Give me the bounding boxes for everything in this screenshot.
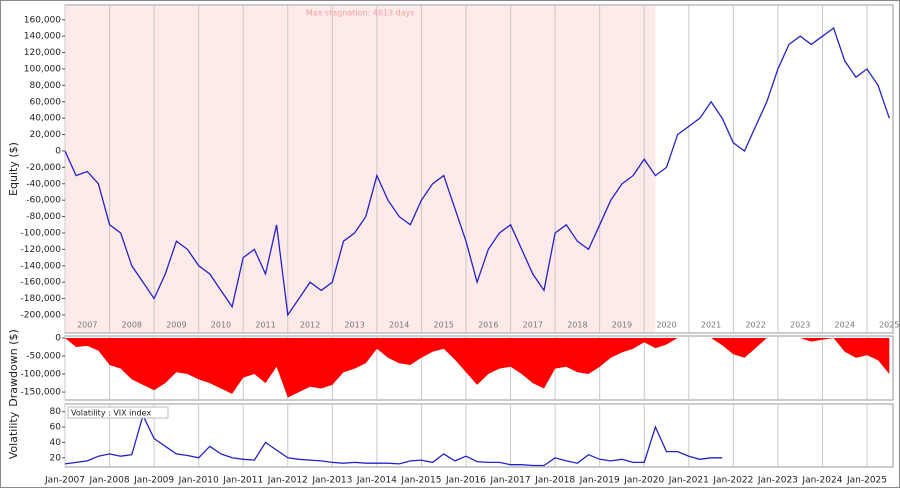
y-tick-label: -150,000 bbox=[21, 388, 62, 398]
legend-box bbox=[67, 406, 169, 419]
year-label: 2012 bbox=[300, 321, 320, 330]
x-tick-label: Jan-2022 bbox=[712, 476, 753, 486]
x-tick-label: Jan-2021 bbox=[668, 476, 709, 486]
y-tick-label: -140,000 bbox=[21, 261, 62, 271]
y-tick-label: 160,000 bbox=[24, 15, 61, 25]
stagnation-label: Max stagnation: 4813 days bbox=[306, 9, 415, 18]
x-tick-label: Jan-2013 bbox=[311, 476, 352, 486]
y-tick-label: -40,000 bbox=[26, 179, 61, 189]
year-label: 2019 bbox=[612, 321, 632, 330]
year-label: 2022 bbox=[745, 321, 765, 330]
x-tick-label: Jan-2018 bbox=[534, 476, 575, 486]
x-tick-label: Jan-2024 bbox=[801, 476, 842, 486]
x-tick-label: Jan-2025 bbox=[846, 476, 887, 486]
y-tick-label: 60,000 bbox=[30, 97, 62, 107]
y-tick-label: 0 bbox=[55, 146, 61, 156]
y-tick-label: -120,000 bbox=[21, 245, 62, 255]
year-label: 2015 bbox=[434, 321, 454, 330]
y-tick-label: -20,000 bbox=[26, 163, 61, 173]
y-tick-label: -50,000 bbox=[26, 352, 61, 362]
y-tick-label: 60 bbox=[50, 423, 62, 433]
y-tick-label: 80,000 bbox=[30, 81, 62, 91]
stagnation-region bbox=[65, 6, 656, 332]
plot-area bbox=[64, 403, 894, 468]
year-label: 2017 bbox=[523, 321, 543, 330]
x-tick-label: Jan-2020 bbox=[623, 476, 664, 486]
y-tick-label: 0 bbox=[55, 333, 61, 343]
y-axis-title: Volatility bbox=[7, 411, 20, 459]
y-axis-title: Equity ($) bbox=[7, 142, 20, 196]
x-tick-label: Jan-2011 bbox=[222, 476, 263, 486]
y-tick-label: 20,000 bbox=[30, 130, 62, 140]
y-tick-label: -100,000 bbox=[21, 228, 62, 238]
y-tick-label: 80 bbox=[50, 407, 62, 417]
x-tick-label: Jan-2010 bbox=[178, 476, 219, 486]
x-tick-label: Jan-2019 bbox=[579, 476, 620, 486]
x-tick-label: Jan-2014 bbox=[356, 476, 397, 486]
year-label: 2016 bbox=[478, 321, 498, 330]
year-label: 2018 bbox=[567, 321, 587, 330]
y-tick-label: -80,000 bbox=[26, 212, 61, 222]
y-axis-title: Drawdown ($) bbox=[7, 329, 20, 407]
y-tick-label: 120,000 bbox=[24, 48, 61, 58]
y-tick-label: -200,000 bbox=[21, 310, 62, 320]
y-tick-label: 20 bbox=[50, 453, 62, 463]
year-label: 2020 bbox=[656, 321, 676, 330]
year-label: 2023 bbox=[790, 321, 810, 330]
y-tick-label: 40 bbox=[50, 438, 62, 448]
legend-label: Volatility : VIX index bbox=[71, 409, 151, 418]
series-line bbox=[65, 26, 890, 317]
year-label: 2008 bbox=[122, 321, 142, 330]
y-tick-label: -180,000 bbox=[21, 294, 62, 304]
y-tick-label: 140,000 bbox=[24, 32, 61, 42]
year-label: 2025 bbox=[879, 321, 899, 330]
y-tick-label: 100,000 bbox=[24, 64, 61, 74]
y-tick-label: -60,000 bbox=[26, 196, 61, 206]
x-tick-label: Jan-2008 bbox=[89, 476, 130, 486]
year-label: 2007 bbox=[77, 321, 97, 330]
y-tick-label: -100,000 bbox=[21, 370, 62, 380]
x-tick-label: Jan-2016 bbox=[445, 476, 486, 486]
year-label: 2024 bbox=[835, 321, 855, 330]
year-label: 2009 bbox=[166, 321, 186, 330]
year-label: 2011 bbox=[255, 321, 275, 330]
year-label: 2013 bbox=[344, 321, 364, 330]
year-label: 2014 bbox=[389, 321, 409, 330]
x-tick-label: Jan-2012 bbox=[267, 476, 308, 486]
drawdown-area bbox=[65, 337, 890, 398]
x-tick-label: Jan-2017 bbox=[490, 476, 531, 486]
year-label: 2021 bbox=[701, 321, 721, 330]
series-line bbox=[65, 413, 723, 467]
x-tick-label: Jan-2023 bbox=[757, 476, 798, 486]
y-tick-label: 40,000 bbox=[30, 114, 62, 124]
y-tick-label: -160,000 bbox=[21, 278, 62, 288]
year-label: 2010 bbox=[211, 321, 231, 330]
x-tick-label: Jan-2009 bbox=[133, 476, 174, 486]
x-tick-label: Jan-2007 bbox=[44, 476, 85, 486]
x-tick-label: Jan-2015 bbox=[400, 476, 441, 486]
